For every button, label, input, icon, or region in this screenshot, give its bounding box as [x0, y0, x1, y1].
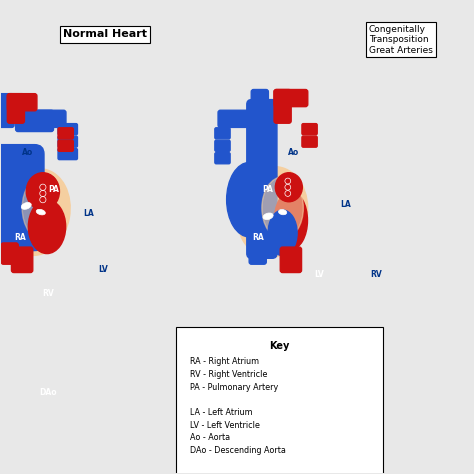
FancyBboxPatch shape — [58, 124, 77, 135]
Text: PA: PA — [262, 185, 273, 194]
Ellipse shape — [262, 177, 303, 239]
FancyBboxPatch shape — [58, 128, 73, 139]
Ellipse shape — [279, 210, 287, 215]
Ellipse shape — [263, 213, 273, 219]
FancyBboxPatch shape — [7, 94, 37, 111]
FancyBboxPatch shape — [274, 90, 308, 107]
FancyBboxPatch shape — [280, 247, 301, 273]
Text: RV - Right Ventricle: RV - Right Ventricle — [190, 370, 267, 379]
FancyBboxPatch shape — [215, 128, 230, 139]
Text: RA - Right Atrium: RA - Right Atrium — [190, 357, 259, 366]
Text: Congenitally
Transposition
Great Arteries: Congenitally Transposition Great Arterie… — [369, 25, 433, 55]
FancyBboxPatch shape — [36, 110, 66, 128]
Ellipse shape — [237, 167, 308, 257]
FancyBboxPatch shape — [249, 247, 266, 264]
Text: Ao - Aorta: Ao - Aorta — [190, 434, 230, 443]
FancyBboxPatch shape — [7, 94, 25, 123]
FancyBboxPatch shape — [16, 110, 54, 132]
FancyBboxPatch shape — [0, 94, 14, 128]
Text: Normal Heart: Normal Heart — [63, 29, 147, 39]
Text: DAo - Descending Aorta: DAo - Descending Aorta — [190, 446, 286, 455]
FancyBboxPatch shape — [176, 327, 383, 474]
Ellipse shape — [22, 175, 68, 241]
Text: LV: LV — [315, 270, 324, 279]
Text: Ao: Ao — [288, 148, 299, 157]
FancyBboxPatch shape — [215, 140, 230, 151]
Ellipse shape — [268, 210, 297, 255]
Ellipse shape — [276, 175, 299, 200]
Text: LA - Left Atrium: LA - Left Atrium — [190, 408, 253, 417]
Ellipse shape — [28, 200, 66, 254]
FancyBboxPatch shape — [251, 90, 268, 123]
FancyBboxPatch shape — [58, 148, 77, 160]
Text: PA - Pulmonary Artery: PA - Pulmonary Artery — [190, 383, 278, 392]
Text: RA: RA — [252, 233, 264, 241]
FancyBboxPatch shape — [302, 136, 317, 147]
Text: RA: RA — [14, 233, 26, 241]
Ellipse shape — [36, 210, 46, 215]
Ellipse shape — [29, 206, 61, 252]
FancyBboxPatch shape — [58, 136, 77, 147]
FancyBboxPatch shape — [274, 90, 291, 123]
FancyBboxPatch shape — [11, 247, 33, 273]
Text: Key: Key — [269, 341, 290, 351]
Text: LV - Left Ventricle: LV - Left Ventricle — [190, 421, 260, 430]
Text: Ao: Ao — [22, 148, 33, 157]
Ellipse shape — [3, 169, 70, 255]
Text: RV: RV — [370, 270, 382, 279]
FancyBboxPatch shape — [1, 243, 18, 264]
Ellipse shape — [21, 202, 31, 210]
Text: RV: RV — [43, 289, 55, 298]
Ellipse shape — [26, 173, 59, 210]
FancyBboxPatch shape — [58, 140, 73, 151]
Text: LA: LA — [340, 200, 351, 209]
Ellipse shape — [0, 171, 28, 229]
Text: LV: LV — [98, 265, 108, 274]
FancyBboxPatch shape — [215, 153, 230, 164]
FancyBboxPatch shape — [247, 100, 277, 258]
FancyBboxPatch shape — [218, 110, 264, 128]
FancyBboxPatch shape — [0, 145, 44, 251]
Text: DAo: DAo — [365, 388, 383, 397]
Ellipse shape — [29, 174, 58, 205]
Ellipse shape — [274, 191, 308, 249]
Ellipse shape — [275, 173, 302, 202]
FancyBboxPatch shape — [302, 124, 317, 135]
Text: PA: PA — [48, 185, 59, 194]
Text: LA: LA — [83, 209, 94, 218]
Text: DAo: DAo — [40, 388, 57, 397]
Ellipse shape — [227, 163, 272, 237]
Ellipse shape — [0, 219, 35, 264]
